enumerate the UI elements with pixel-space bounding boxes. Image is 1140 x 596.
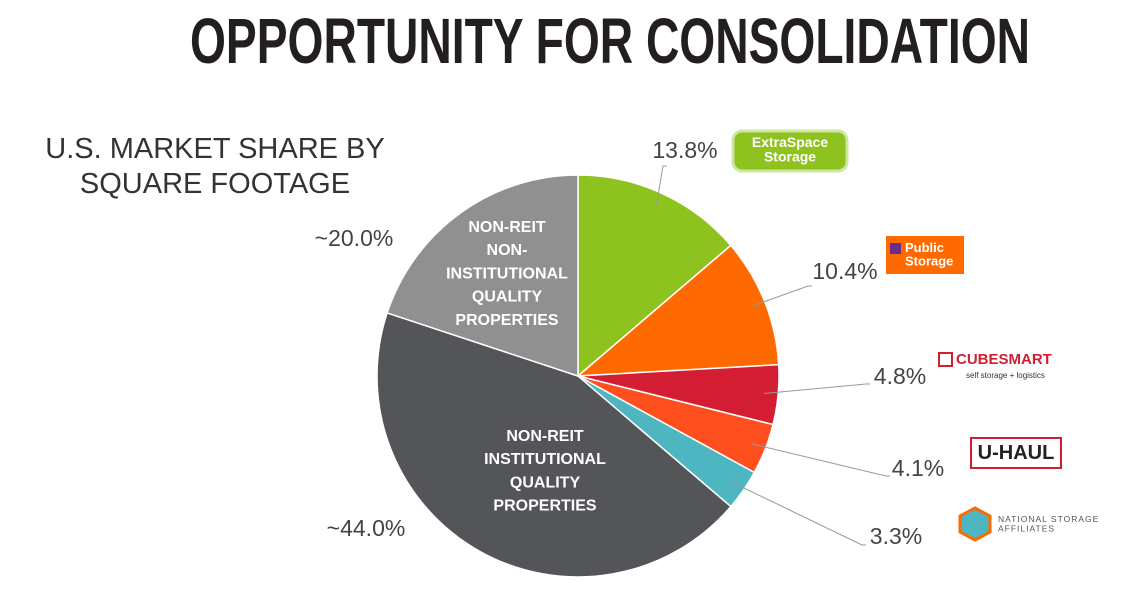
logo-text: Public Storage (905, 240, 953, 269)
slice-label: NON-REIT NON-INSTITUTIONAL QUALITY PROPERTI… (446, 219, 568, 329)
leader-line (655, 165, 667, 207)
chart-title: OPPORTUNITY FOR CONSOLIDATION (190, 5, 1030, 77)
value-label: 10.4% (812, 258, 877, 284)
pie-slice (376, 311, 732, 578)
chart-subtitle: U.S. MARKET SHARE BY SQUARE FOOTAGE (45, 133, 385, 200)
logo-cubesmart-icon (938, 352, 953, 367)
value-label: 4.8% (874, 363, 926, 389)
slice-label: NON-REIT INSTITUTIONAL QUALITY PROPERTIES (484, 428, 606, 515)
pie-slice (577, 174, 732, 378)
logo-ps-badge (890, 243, 901, 254)
value-label: 4.1% (892, 455, 944, 481)
logo-text: CUBESMART self storage + logistics (956, 351, 1052, 380)
pie-slice (575, 244, 780, 377)
logo-public-storage (886, 236, 964, 274)
leader-line (731, 481, 866, 546)
leader-line (764, 383, 870, 395)
logo-text: NATIONAL STORAGE AFFILIATES (998, 514, 1099, 533)
leader-line (751, 285, 812, 307)
logo-uhaul (970, 437, 1062, 469)
value-label: ~44.0% (327, 515, 406, 541)
logo-nsa-icon (958, 506, 992, 542)
logo-text: ExtraSpace Storage (752, 134, 828, 165)
logo-extraspace (731, 129, 849, 173)
value-label: 3.3% (870, 523, 922, 549)
value-label: ~20.0% (315, 225, 394, 251)
logo-text: U-HAUL (978, 442, 1055, 464)
value-label: 13.8% (652, 137, 717, 163)
leader-line (752, 443, 890, 477)
pie-slice (386, 174, 579, 378)
